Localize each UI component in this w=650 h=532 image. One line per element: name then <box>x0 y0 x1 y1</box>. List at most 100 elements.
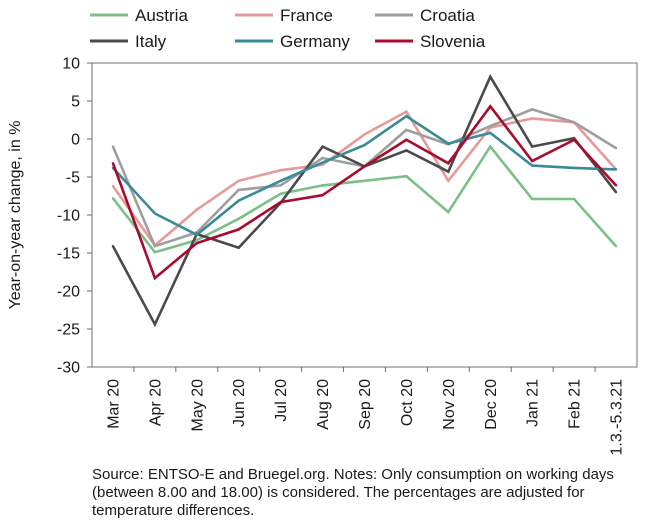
data-point-italy <box>489 75 492 78</box>
data-point-germany <box>447 142 450 145</box>
data-point-italy <box>447 170 450 173</box>
legend-label: Croatia <box>420 6 475 25</box>
y-axis-label: Year-on-year change, in % <box>7 121 24 310</box>
data-point-austria <box>405 175 408 178</box>
y-tick-label: 10 <box>62 56 80 73</box>
data-point-austria <box>447 210 450 214</box>
x-tick-label: May 20 <box>189 379 206 432</box>
data-point-france <box>237 179 240 182</box>
data-point-austria <box>530 197 534 201</box>
line-chart: Austria France Croatia Italy Germany Slovenia… <box>7 6 638 456</box>
x-tick-label: Sep 20 <box>357 379 374 430</box>
data-point-austria <box>572 197 576 201</box>
legend-item-germany: Germany <box>235 32 350 51</box>
data-point-slovenia <box>363 165 366 168</box>
series-line-croatia <box>111 108 617 248</box>
data-point-france <box>447 179 450 182</box>
legend-label: France <box>280 6 333 25</box>
data-point-austria <box>111 197 115 200</box>
y-tick-label: -5 <box>66 170 80 187</box>
data-point-austria <box>153 251 157 254</box>
plot-area-frame <box>91 62 638 368</box>
x-tick-label: Feb 21 <box>567 379 584 429</box>
data-point-croatia <box>237 188 240 192</box>
legend-label: Slovenia <box>420 32 486 51</box>
data-point-slovenia <box>489 105 492 108</box>
y-tick-label: 5 <box>71 94 80 111</box>
series-line-france <box>111 109 617 248</box>
data-point-germany <box>572 166 576 170</box>
data-point-germany <box>530 164 534 167</box>
data-point-slovenia <box>237 228 240 231</box>
source-note: Source: ENTSO-E and Bruegel.org. Notes: … <box>92 466 614 519</box>
data-point-germany <box>363 143 366 147</box>
data-point-croatia <box>405 128 408 132</box>
data-point-france <box>363 133 366 136</box>
data-point-croatia <box>321 156 324 160</box>
data-point-slovenia <box>614 184 618 187</box>
legend-item-italy: Italy <box>90 32 167 51</box>
x-tick-label: Jan 21 <box>525 379 542 427</box>
data-point-germany <box>489 131 492 135</box>
data-point-germany <box>279 179 282 182</box>
data-point-croatia <box>530 108 534 111</box>
legend-item-austria: Austria <box>90 6 188 25</box>
data-point-germany <box>614 168 618 171</box>
data-point-croatia <box>111 145 115 148</box>
data-point-slovenia <box>195 241 199 245</box>
x-tick-label: Nov 20 <box>441 379 458 430</box>
y-tick-label: 0 <box>71 132 80 149</box>
data-point-italy <box>530 145 534 148</box>
data-point-germany <box>405 115 408 118</box>
legend-label: Germany <box>280 32 350 51</box>
data-point-croatia <box>153 244 157 248</box>
data-point-germany <box>195 233 199 236</box>
data-point-austria <box>321 184 324 187</box>
data-point-austria <box>237 217 240 220</box>
y-tick-label: -15 <box>57 246 80 263</box>
y-tick-label: -25 <box>57 322 80 339</box>
data-point-slovenia <box>572 138 576 141</box>
data-point-france <box>111 184 115 188</box>
data-point-austria <box>363 179 366 182</box>
data-point-slovenia <box>321 194 324 197</box>
y-tick-label: -20 <box>57 284 80 301</box>
data-point-slovenia <box>447 162 450 165</box>
axes: 10 5 0 -5 -10 -15 -20 -25 -30 Mar 20 Apr 20 May 20 J… <box>57 56 638 456</box>
data-point-italy <box>153 323 157 326</box>
data-point-france <box>195 208 199 211</box>
data-point-austria <box>195 238 199 242</box>
data-point-slovenia <box>279 200 282 204</box>
x-tick-label: Aug 20 <box>315 379 332 430</box>
data-point-france <box>530 117 534 120</box>
data-point-italy <box>237 246 240 249</box>
data-point-slovenia <box>405 138 408 141</box>
legend: Austria France Croatia Italy Germany Slovenia <box>90 6 486 51</box>
data-point-croatia <box>489 124 492 128</box>
y-tick-label: -10 <box>57 208 80 225</box>
series-lines <box>111 73 618 328</box>
series-line-italy <box>111 73 618 328</box>
data-point-croatia <box>614 146 618 150</box>
data-point-austria <box>489 145 492 148</box>
x-tick-label: 1.3.-5.3.21 <box>609 379 626 456</box>
legend-item-croatia: Croatia <box>375 6 475 25</box>
legend-label: Austria <box>135 6 188 25</box>
data-point-croatia <box>572 121 576 124</box>
x-tick-label: Oct 20 <box>399 379 416 426</box>
data-point-germany <box>153 212 157 215</box>
legend-label: Italy <box>135 32 167 51</box>
legend-item-france: France <box>235 6 333 25</box>
x-tick-label: Jun 20 <box>231 379 248 427</box>
data-point-austria <box>279 192 282 195</box>
data-point-slovenia <box>153 276 157 280</box>
data-point-austria <box>614 244 618 248</box>
data-point-slovenia <box>530 159 534 163</box>
data-point-france <box>279 168 282 172</box>
data-point-france <box>405 110 408 113</box>
data-point-italy <box>111 244 115 248</box>
data-point-italy <box>614 191 618 194</box>
y-tick-label: -30 <box>57 360 80 377</box>
x-tick-label: Mar 20 <box>105 379 122 429</box>
data-point-croatia <box>279 184 282 187</box>
